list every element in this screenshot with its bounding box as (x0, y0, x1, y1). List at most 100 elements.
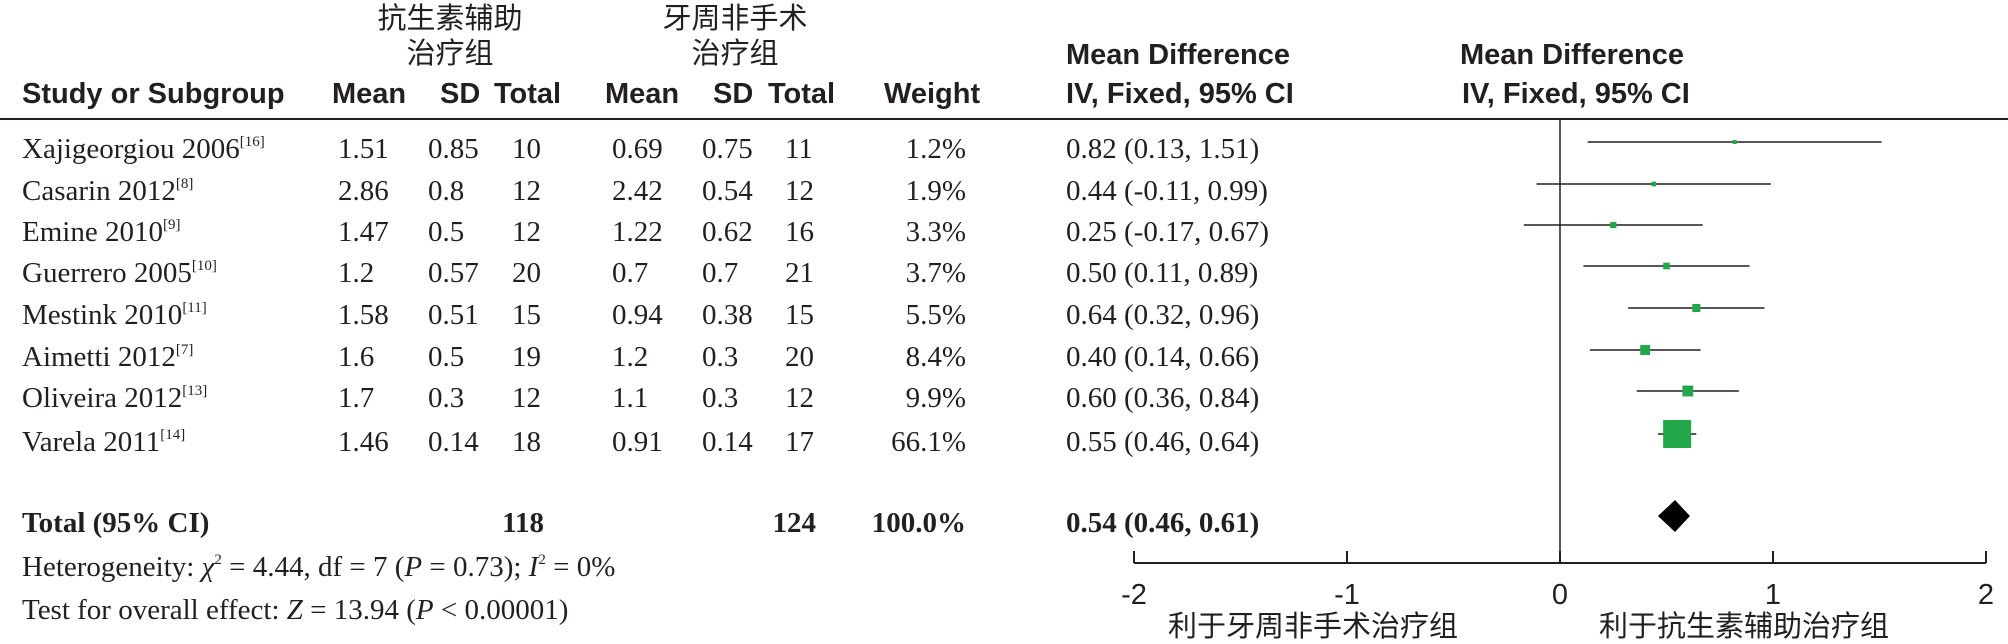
study-mean1: 1.7 (338, 382, 375, 414)
study-n2: 15 (785, 299, 814, 331)
study-n2: 20 (785, 341, 814, 373)
heterogeneity-stat: = 4.44, df = 7 ( (221, 551, 405, 583)
study-reference: [13] (182, 383, 208, 399)
study-sd2: 0.7 (702, 257, 739, 289)
study-weight: 66.1% (891, 426, 966, 458)
heterogeneity-prefix: Heterogeneity: (22, 551, 202, 583)
study-weight: 3.7% (905, 257, 966, 289)
study-mean2: 1.1 (612, 382, 649, 414)
study-name-text: Casarin 2012 (22, 175, 176, 207)
study-n1: 12 (512, 382, 541, 414)
x-tick-label: -2 (1121, 579, 1147, 611)
favours-left-label: 利于牙周非手术治疗组 (1168, 609, 1459, 643)
study-name: Oliveira 2012[13] (22, 381, 207, 415)
study-mean1: 2.86 (338, 175, 389, 207)
study-md-text: 0.82 (0.13, 1.51) (1066, 133, 1260, 165)
study-sd2: 0.38 (702, 299, 753, 331)
z-symbol: Z (286, 594, 303, 626)
study-sd1: 0.3 (428, 382, 465, 414)
study-mean2: 1.2 (612, 341, 649, 373)
study-marker (1682, 385, 1694, 397)
plot-md-header-line1: Mean Difference (1460, 39, 1685, 71)
study-reference: [16] (239, 134, 265, 150)
study-marker (1640, 345, 1651, 355)
study-weight: 1.2% (905, 133, 966, 165)
study-md-text: 0.25 (-0.17, 0.67) (1066, 216, 1269, 248)
col-weight-header: Weight (884, 78, 981, 110)
study-n1: 12 (512, 175, 541, 207)
total-weight: 100.0% (871, 507, 966, 539)
col-mean2-header: Mean (605, 78, 680, 110)
study-name: Mestink 2010[11] (22, 298, 207, 332)
study-mean2: 0.94 (612, 299, 663, 331)
study-mean1: 1.6 (338, 341, 375, 373)
study-md-text: 0.44 (-0.11, 0.99) (1066, 175, 1268, 207)
chi-superscript: 2 (214, 552, 222, 568)
study-reference: [14] (160, 427, 186, 443)
study-md-text: 0.60 (0.36, 0.84) (1066, 382, 1260, 414)
study-n1: 15 (512, 299, 541, 331)
study-name: Varela 2011[14] (22, 425, 185, 459)
study-n2: 17 (785, 426, 814, 458)
x-tick-label: -1 (1334, 579, 1360, 611)
overall-effect-line: Test for overall effect: Z = 13.94 (P < … (22, 593, 568, 627)
study-marker (1732, 140, 1737, 144)
study-sd2: 0.54 (702, 175, 753, 207)
total-n2: 124 (772, 507, 817, 539)
study-sd1: 0.85 (428, 133, 479, 165)
study-sd1: 0.57 (428, 257, 479, 289)
i-symbol: I (528, 551, 539, 583)
study-reference: [10] (191, 258, 217, 274)
study-mean2: 0.69 (612, 133, 663, 165)
study-sd2: 0.3 (702, 341, 739, 373)
study-md-text: 0.64 (0.32, 0.96) (1066, 299, 1260, 331)
study-name-text: Varela 2011 (22, 426, 161, 458)
study-mean2: 2.42 (612, 175, 663, 207)
overall-z: = 13.94 ( (302, 594, 416, 626)
study-reference: [8] (175, 176, 194, 192)
group2-header-line1: 牙周非手术 (662, 1, 808, 35)
col-sd1-header: SD (440, 78, 481, 110)
study-name: Emine 2010[9] (22, 215, 180, 249)
study-md-text: 0.40 (0.14, 0.66) (1066, 341, 1260, 373)
study-weight: 5.5% (905, 299, 966, 331)
study-name: Xajigeorgiou 2006[16] (22, 132, 265, 166)
study-name: Guerrero 2005[10] (22, 256, 217, 290)
study-n1: 18 (512, 426, 541, 458)
study-name-text: Aimetti 2012 (22, 341, 176, 373)
p-symbol: P (404, 551, 423, 583)
col-total1-header: Total (494, 78, 562, 110)
group1-header-line1: 抗生素辅助 (377, 1, 523, 35)
study-sd2: 0.75 (702, 133, 753, 165)
study-sd2: 0.14 (702, 426, 753, 458)
study-n2: 12 (785, 382, 814, 414)
study-mean2: 0.91 (612, 426, 663, 458)
study-mean1: 1.2 (338, 257, 375, 289)
study-name-text: Guerrero 2005 (22, 257, 192, 289)
p2-symbol: P (415, 594, 434, 626)
study-sd1: 0.5 (428, 216, 465, 248)
study-md-text: 0.55 (0.46, 0.64) (1066, 426, 1260, 458)
heterogeneity-p: = 0.73); (422, 551, 529, 583)
study-sd1: 0.14 (428, 426, 479, 458)
study-weight: 3.3% (905, 216, 966, 248)
chi-symbol: χ (201, 551, 215, 583)
study-n2: 16 (785, 216, 814, 248)
study-mean2: 1.22 (612, 216, 663, 248)
overall-prefix: Test for overall effect: (22, 594, 287, 626)
study-marker (1663, 420, 1692, 448)
overall-p: < 0.00001) (433, 594, 569, 626)
study-name-text: Emine 2010 (22, 216, 163, 248)
study-n1: 20 (512, 257, 541, 289)
study-name-text: Xajigeorgiou 2006 (22, 133, 240, 165)
study-name-text: Oliveira 2012 (22, 382, 183, 414)
study-n2: 11 (785, 133, 813, 165)
study-mean1: 1.46 (338, 426, 389, 458)
total-label: Total (95% CI) (22, 507, 210, 539)
x-tick-label: 1 (1765, 579, 1781, 611)
study-name-text: Mestink 2010 (22, 299, 183, 331)
heterogeneity-line: Heterogeneity: χ2 = 4.44, df = 7 (P = 0.… (22, 550, 615, 584)
study-sd2: 0.3 (702, 382, 739, 414)
study-n1: 12 (512, 216, 541, 248)
